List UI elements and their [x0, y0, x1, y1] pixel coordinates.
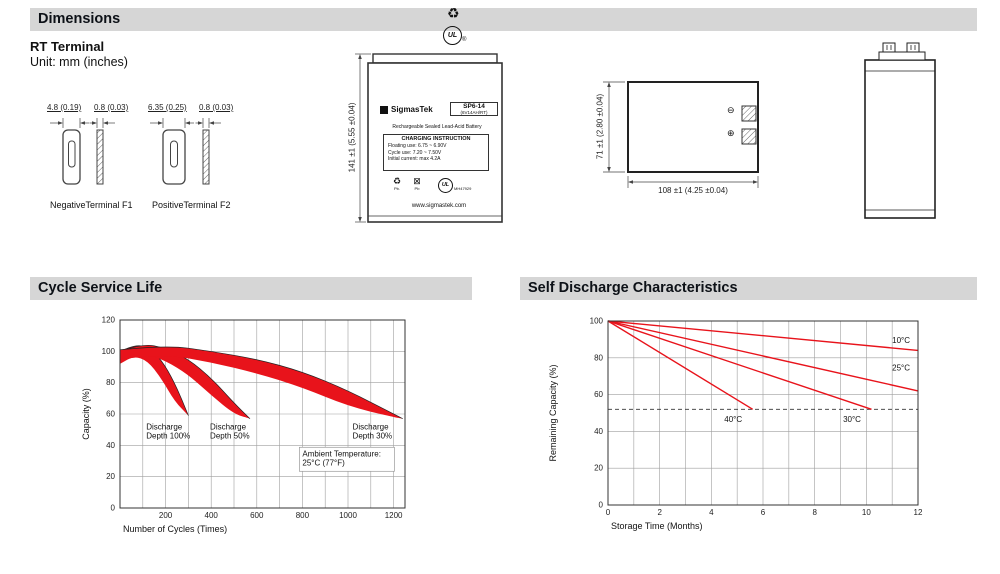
- dimensions-title: Dimensions: [38, 11, 121, 27]
- svg-text:6: 6: [761, 508, 766, 517]
- terminal-drawings: [50, 118, 221, 185]
- model-number: SP6-14: [463, 103, 485, 110]
- svg-text:2: 2: [657, 508, 662, 517]
- svg-text:80: 80: [106, 378, 115, 387]
- svg-text:Number of Cycles (Times): Number of Cycles (Times): [123, 524, 227, 534]
- positive-terminal-label: PositiveTerminal F2: [152, 200, 231, 210]
- model-rating: (6V14AH/RT): [460, 110, 488, 115]
- charging-line-3: Initial current: max 4.2A: [388, 156, 441, 162]
- charging-instruction-box: CHARGING INSTRUCTION Floating use: 6.75 …: [383, 134, 489, 171]
- svg-text:80: 80: [594, 353, 603, 362]
- model-box: SP6-14 (6V14AH/RT): [450, 102, 498, 116]
- svg-text:0: 0: [606, 508, 611, 517]
- label-ul-icon: UL: [438, 178, 453, 193]
- neg-width-dimension: 4.8 (0.19): [47, 103, 82, 112]
- dimensions-header: Dimensions: [30, 8, 977, 31]
- cycle-service-life-title: Cycle Service Life: [38, 280, 163, 296]
- svg-text:1000: 1000: [339, 511, 357, 520]
- negative-terminal-symbol: ⊖: [727, 105, 735, 115]
- ul-file-number: MH47929: [454, 186, 472, 191]
- svg-text:800: 800: [296, 511, 310, 520]
- svg-text:0: 0: [111, 504, 116, 513]
- self-discharge-header: Self Discharge Characteristics: [520, 277, 977, 300]
- svg-text:Discharge: Discharge: [353, 423, 390, 432]
- label-cert-icons-row: ♻ Pb. ⊠ Pb UL MH47929: [388, 177, 492, 199]
- battery-front-view: [355, 53, 503, 223]
- negative-terminal-drawing: [50, 118, 115, 185]
- svg-text:12: 12: [914, 508, 923, 517]
- svg-text:4: 4: [709, 508, 714, 517]
- svg-text:400: 400: [205, 511, 219, 520]
- registered-mark: ®: [462, 37, 467, 43]
- charging-title: CHARGING INSTRUCTION: [401, 136, 471, 142]
- front-height-dimension-lines: [355, 53, 371, 223]
- svg-text:600: 600: [250, 511, 264, 520]
- battery-type-line: Rechargeable Sealed Lead-Acid Battery: [392, 124, 482, 130]
- battery-side-view: [864, 42, 936, 219]
- recycle-pb-icon: ♻ Pb.: [392, 176, 402, 192]
- rt-terminal-subtitle: RT Terminal: [30, 39, 105, 54]
- front-height-dimension-label: 141 ±1 (5.55 ±0.04): [347, 102, 357, 173]
- charging-line-1: Floating use: 6.75 ~ 6.90V: [388, 143, 447, 149]
- cycle-service-life-header: Cycle Service Life: [30, 277, 472, 300]
- svg-text:Depth 50%: Depth 50%: [210, 432, 250, 441]
- svg-text:Depth 30%: Depth 30%: [353, 432, 393, 441]
- unit-note: Unit: mm (inches): [30, 55, 128, 69]
- sigmastek-logo-icon: [380, 106, 388, 114]
- svg-text:Ambient Temperature:: Ambient Temperature:: [302, 449, 381, 458]
- website-line: www.sigmastek.com: [411, 203, 467, 209]
- svg-text:10°C: 10°C: [892, 336, 910, 345]
- svg-text:25°C (77°F): 25°C (77°F): [302, 458, 345, 467]
- svg-text:Discharge: Discharge: [210, 423, 247, 432]
- no-trash-pb-icon: ⊠ Pb: [413, 176, 421, 192]
- svg-text:40: 40: [106, 441, 115, 450]
- negative-terminal-label: NegativeTerminal F1: [50, 200, 133, 210]
- svg-text:60: 60: [106, 410, 115, 419]
- svg-text:Capacity (%): Capacity (%): [81, 388, 91, 440]
- positive-terminal-drawing: [150, 118, 221, 185]
- svg-text:100: 100: [102, 347, 116, 356]
- brand-name: SigmasTek: [391, 105, 433, 114]
- charging-line-2: Cycle use: 7.20 ~ 7.50V: [388, 149, 442, 156]
- svg-text:8: 8: [812, 508, 817, 517]
- svg-text:40°C: 40°C: [724, 415, 742, 424]
- svg-text:20: 20: [106, 472, 115, 481]
- svg-text:0: 0: [599, 501, 604, 510]
- self-discharge-title: Self Discharge Characteristics: [528, 280, 738, 296]
- svg-text:25°C: 25°C: [892, 364, 910, 373]
- top-view-dimension-lines: [603, 81, 759, 188]
- svg-text:20: 20: [594, 464, 603, 473]
- svg-text:1200: 1200: [385, 511, 403, 520]
- battery-top-view: [603, 81, 759, 188]
- svg-text:30°C: 30°C: [843, 415, 861, 424]
- svg-text:40: 40: [594, 427, 603, 436]
- svg-text:Discharge: Discharge: [146, 423, 183, 432]
- self-discharge-chart: 10°C 25°C 30°C 40°C 0 2 4 6 8 10 12 0 20 40 60 80 100 Rem…: [548, 317, 923, 532]
- svg-text:10: 10: [862, 508, 871, 517]
- svg-text:Depth 100%: Depth 100%: [146, 432, 190, 441]
- neg-thickness-dimension: 0.8 (0.03): [94, 103, 129, 112]
- top-width-dimension-label: 108 ±1 (4.25 ±0.04): [658, 186, 728, 195]
- svg-text:200: 200: [159, 511, 173, 520]
- page-recycle-icon: ♻: [447, 5, 460, 21]
- svg-text:100: 100: [590, 317, 604, 326]
- pos-width-dimension: 6.35 (0.25): [148, 103, 187, 112]
- svg-text:60: 60: [594, 390, 603, 399]
- top-height-dimension-label: 71 ±1 (2.80 ±0.04): [595, 93, 605, 160]
- positive-terminal-symbol: ⊕: [727, 128, 735, 138]
- svg-text:Storage Time (Months): Storage Time (Months): [611, 521, 703, 531]
- battery-label-header: SigmasTek SP6-14 (6V14AH/RT): [380, 102, 498, 122]
- page-ul-icon: UL: [443, 26, 462, 45]
- pos-thickness-dimension: 0.8 (0.03): [199, 103, 234, 112]
- svg-text:120: 120: [102, 316, 116, 325]
- svg-text:Remaining Capacity (%): Remaining Capacity (%): [548, 364, 558, 461]
